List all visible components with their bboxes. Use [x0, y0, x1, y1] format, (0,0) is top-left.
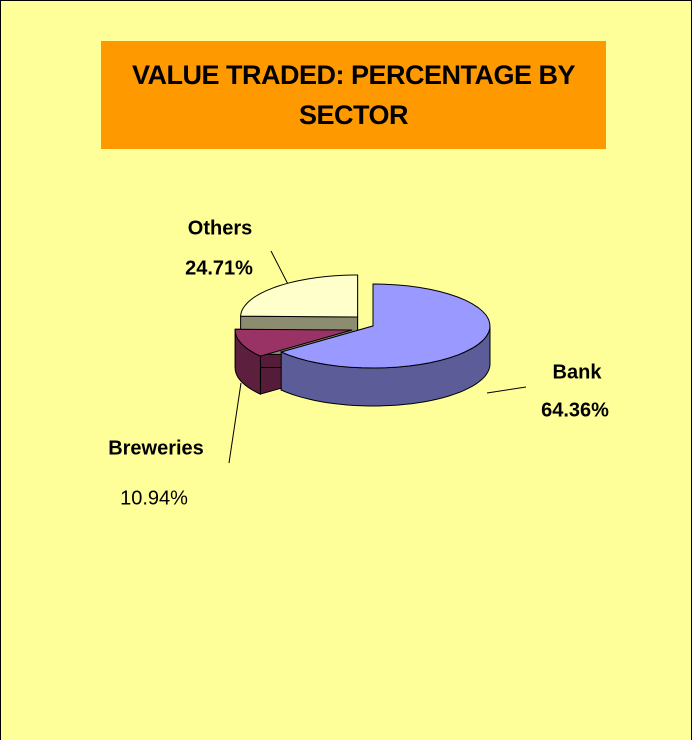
pie: [234, 274, 491, 407]
title-box: VALUE TRADED: PERCENTAGE BY SECTOR: [101, 41, 606, 149]
leader-line: [228, 382, 242, 464]
leader-line: [486, 386, 527, 394]
slice-label: Breweries: [108, 437, 204, 459]
pie-slice: [279, 283, 491, 369]
slice-label: Others: [188, 217, 252, 239]
slice-value-label: 10.94%: [120, 487, 188, 509]
slice-label: Bank: [553, 361, 603, 383]
slice-value-label: 64.36%: [541, 399, 609, 421]
pie-slice: [234, 328, 353, 357]
slice-value-label: 24.71%: [185, 257, 253, 279]
chart-title: VALUE TRADED: PERCENTAGE BY SECTOR: [131, 60, 576, 130]
pie-slice: [240, 274, 359, 318]
